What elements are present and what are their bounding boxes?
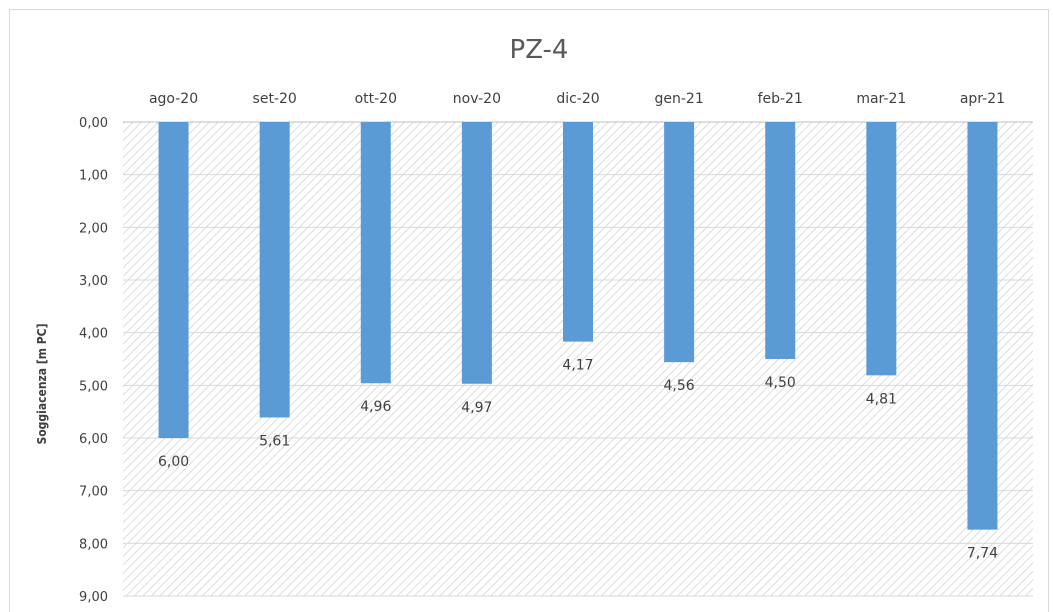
bar <box>866 122 897 376</box>
bar <box>259 122 290 418</box>
data-label: 4,81 <box>866 391 897 407</box>
bar <box>461 122 492 384</box>
chart-title: PZ-4 <box>510 35 569 65</box>
x-tick-label: set-20 <box>253 91 297 107</box>
x-tick-label: ago-20 <box>149 91 198 107</box>
bar <box>664 122 695 363</box>
data-label: 4,97 <box>461 400 492 416</box>
y-tick-label: 5,00 <box>79 379 108 394</box>
y-tick-label: 1,00 <box>79 169 108 184</box>
data-label: 4,17 <box>562 358 593 374</box>
x-tick-label: dic-20 <box>556 91 599 107</box>
bar <box>158 122 189 438</box>
y-tick-label: 4,00 <box>79 327 108 342</box>
y-tick-label: 0,00 <box>79 116 108 131</box>
data-label: 7,74 <box>967 546 998 562</box>
bar <box>765 122 796 359</box>
data-label: 5,61 <box>259 433 290 449</box>
data-label: 4,56 <box>664 378 695 394</box>
x-tick-label: apr-21 <box>960 91 1005 107</box>
data-label: 6,00 <box>158 454 189 470</box>
data-label: 4,96 <box>360 399 391 415</box>
x-tick-label: gen-21 <box>654 91 703 107</box>
y-tick-label: 9,00 <box>79 590 108 605</box>
x-tick-label: ott-20 <box>355 91 397 107</box>
y-axis-label: Soggiacenza [m PC] <box>35 323 49 444</box>
bar <box>563 122 593 342</box>
y-tick-label: 8,00 <box>79 537 108 552</box>
x-tick-label: mar-21 <box>856 91 906 107</box>
bar <box>360 122 391 384</box>
plot-area: 0,00 1,00 2,00 3,00 4,00 5,00 6,00 7,00 8,00 9,00… <box>79 91 1033 605</box>
bar <box>967 122 998 530</box>
x-tick-label: nov-20 <box>453 91 501 107</box>
y-tick-label: 6,00 <box>79 432 108 447</box>
y-tick-label: 2,00 <box>79 221 108 236</box>
data-label: 4,50 <box>765 375 796 391</box>
x-tick-label: feb-21 <box>758 91 803 107</box>
y-tick-label: 3,00 <box>79 274 108 289</box>
y-tick-label: 7,00 <box>79 485 108 500</box>
